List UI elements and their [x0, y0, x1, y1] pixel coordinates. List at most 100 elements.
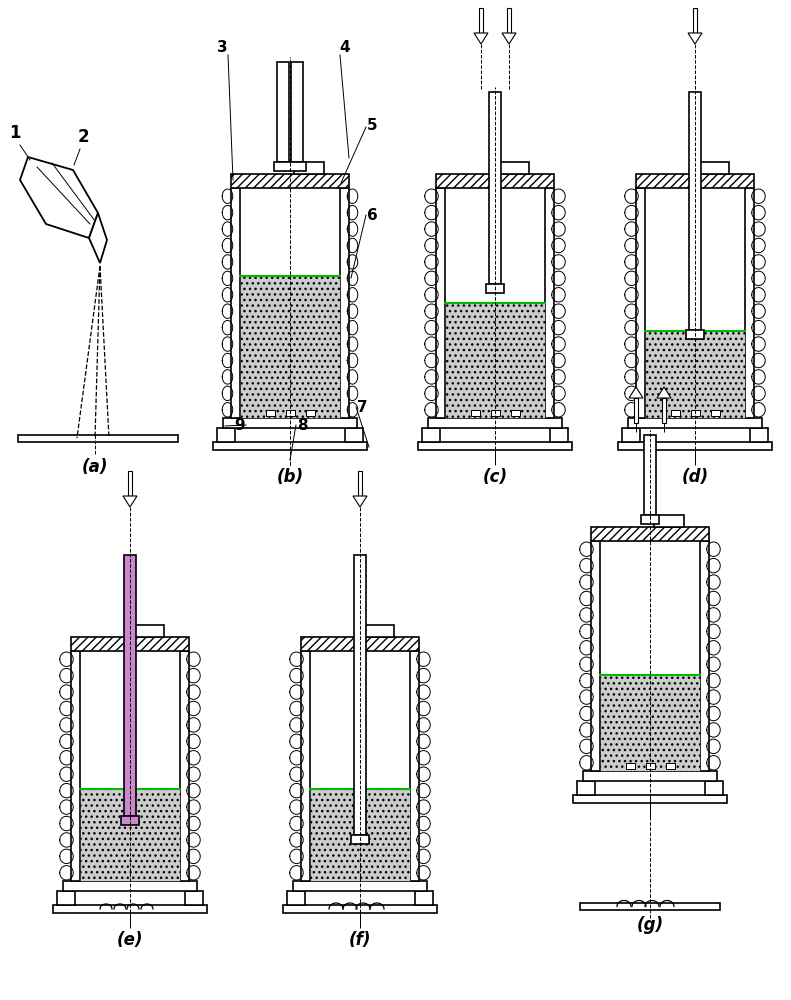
Bar	[231, 174, 349, 188]
Bar	[310, 789, 410, 881]
Bar	[628, 418, 762, 428]
Polygon shape	[123, 496, 137, 507]
Bar	[274, 162, 306, 171]
Bar	[618, 442, 772, 450]
Text: (d): (d)	[681, 468, 709, 486]
Bar	[266, 410, 274, 416]
Bar	[545, 188, 554, 418]
Bar	[573, 795, 727, 803]
Polygon shape	[474, 33, 488, 44]
Polygon shape	[688, 33, 702, 44]
Bar	[580, 903, 720, 910]
Bar	[80, 651, 180, 881]
Bar	[710, 410, 720, 416]
Bar	[428, 418, 562, 428]
Bar	[240, 188, 340, 418]
Polygon shape	[629, 387, 643, 398]
Bar	[63, 881, 197, 891]
Bar	[294, 162, 324, 174]
Bar	[291, 62, 303, 162]
Bar	[700, 541, 709, 771]
Bar	[418, 442, 572, 450]
Bar	[351, 835, 369, 844]
Bar	[507, 8, 511, 33]
Bar	[489, 92, 501, 284]
Polygon shape	[89, 213, 107, 263]
Bar	[490, 410, 499, 416]
Bar	[600, 541, 700, 771]
Bar	[745, 188, 754, 418]
Bar	[750, 428, 768, 442]
Bar	[641, 515, 659, 524]
Text: 2: 2	[78, 128, 89, 146]
Bar	[71, 637, 189, 651]
Text: (b): (b)	[276, 468, 304, 486]
Polygon shape	[657, 387, 671, 398]
Bar	[340, 188, 349, 418]
Bar	[283, 905, 437, 913]
Bar	[410, 651, 419, 881]
Bar	[415, 891, 433, 905]
Bar	[180, 651, 189, 881]
Bar	[121, 816, 139, 825]
Bar	[240, 276, 340, 418]
Bar	[705, 781, 723, 795]
Bar	[217, 428, 235, 442]
Bar	[293, 881, 427, 891]
Bar	[636, 188, 645, 418]
Bar	[645, 331, 745, 418]
Bar	[57, 891, 75, 905]
Bar	[305, 410, 315, 416]
Bar	[634, 398, 638, 423]
Text: (e): (e)	[117, 931, 143, 949]
Polygon shape	[353, 496, 367, 507]
Bar	[231, 188, 240, 418]
Bar	[645, 763, 654, 769]
Bar	[486, 284, 504, 293]
Bar	[354, 555, 366, 835]
Bar	[301, 637, 419, 651]
Bar	[699, 162, 729, 174]
Bar	[364, 625, 394, 637]
Bar	[287, 891, 305, 905]
Bar	[479, 8, 483, 33]
Bar	[80, 789, 180, 881]
Bar	[693, 8, 697, 33]
Bar	[128, 471, 132, 496]
Bar	[358, 471, 362, 496]
Text: 5: 5	[367, 117, 377, 132]
Polygon shape	[502, 33, 516, 44]
Bar	[422, 428, 440, 442]
Text: 1: 1	[9, 124, 21, 142]
Bar	[310, 651, 410, 881]
Bar	[213, 442, 367, 450]
Bar	[445, 188, 545, 418]
Bar	[436, 174, 554, 188]
Bar	[301, 651, 310, 881]
Bar	[499, 162, 529, 174]
Bar	[600, 675, 700, 771]
Bar	[689, 92, 701, 330]
Bar	[185, 891, 203, 905]
Bar	[436, 188, 445, 418]
Text: 8: 8	[297, 418, 308, 432]
Bar	[223, 418, 357, 428]
Bar	[471, 410, 479, 416]
Bar	[636, 174, 754, 188]
Text: 6: 6	[366, 208, 377, 223]
Bar	[445, 303, 545, 418]
Text: (f): (f)	[349, 931, 371, 949]
Bar	[662, 398, 666, 423]
Text: 3: 3	[217, 40, 227, 55]
Polygon shape	[20, 157, 98, 238]
Bar	[671, 410, 679, 416]
Bar	[686, 330, 704, 339]
Bar	[71, 651, 80, 881]
Bar	[622, 428, 640, 442]
Bar	[644, 435, 656, 515]
Bar	[277, 62, 289, 162]
Bar	[345, 428, 363, 442]
Bar	[645, 188, 745, 418]
Bar	[18, 435, 178, 442]
Bar	[591, 541, 600, 771]
